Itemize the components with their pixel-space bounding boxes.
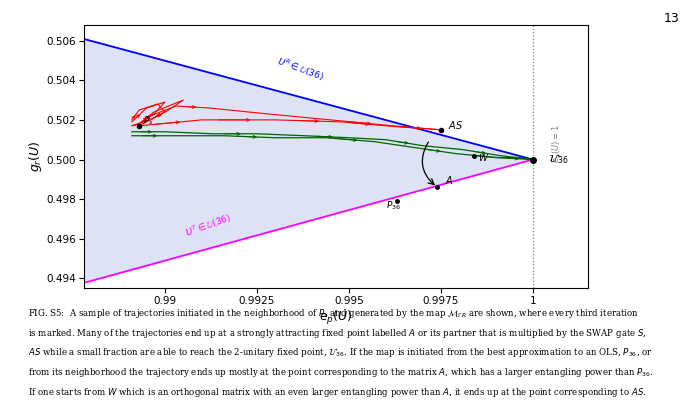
Text: from its neighborhood the trajectory ends up mostly at the point corresponding t: from its neighborhood the trajectory end… — [28, 366, 654, 379]
Text: If one starts from $W$ which is an orthogonal matrix with an even larger entangl: If one starts from $W$ which is an ortho… — [28, 386, 647, 399]
Text: $U^T \in \mathbb{U}(36)$: $U^T \in \mathbb{U}(36)$ — [183, 211, 233, 240]
Text: $W$: $W$ — [477, 152, 489, 162]
Text: $AS$: $AS$ — [448, 119, 463, 131]
Text: $A$: $A$ — [444, 174, 453, 186]
Y-axis label: $g_r(U)$: $g_r(U)$ — [27, 141, 44, 172]
Text: $AS$ while a small fraction are able to reach the 2-unitary fixed point, $\mathc: $AS$ while a small fraction are able to … — [28, 346, 653, 360]
Text: $\mathcal{U}_{36}$: $\mathcal{U}_{36}$ — [547, 152, 568, 166]
Polygon shape — [84, 39, 533, 283]
Text: $P_s$: $P_s$ — [143, 115, 153, 127]
Text: FIG. S5:  A sample of trajectories initiated in the neighborhood of $P_s$ and ge: FIG. S5: A sample of trajectories initia… — [28, 307, 639, 320]
X-axis label: $e_p(U)$: $e_p(U)$ — [319, 309, 353, 327]
Text: $U^R \in \mathbb{U}(36)$: $U^R \in \mathbb{U}(36)$ — [275, 54, 326, 83]
Text: 13: 13 — [664, 12, 679, 26]
Text: $P_{36}$: $P_{36}$ — [386, 199, 401, 212]
Text: is marked. Many of the trajectories end up at a strongly attracting fixed point : is marked. Many of the trajectories end … — [28, 327, 647, 340]
Text: $e_p(U) = 1$: $e_p(U) = 1$ — [551, 124, 564, 163]
